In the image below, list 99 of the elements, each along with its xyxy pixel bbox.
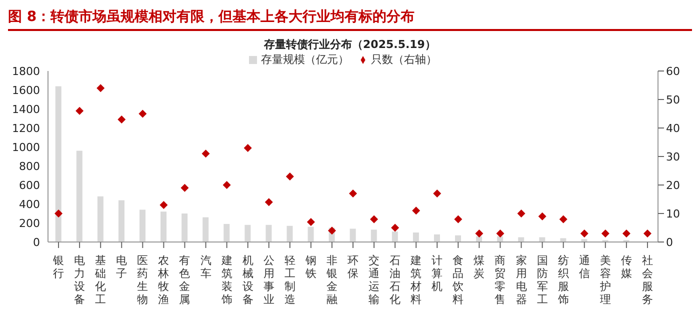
x-tick-label: 建筑材料 — [410, 254, 422, 306]
point — [286, 172, 294, 180]
point — [96, 84, 105, 92]
bar — [97, 196, 104, 242]
y-tick-label: 1800 — [12, 64, 40, 78]
x-tick-label: 建筑装饰 — [220, 254, 232, 306]
bar — [560, 238, 566, 242]
point — [454, 215, 462, 224]
y2-tick-label: 20 — [666, 178, 680, 192]
bar — [160, 212, 167, 242]
y-tick-label: 200 — [19, 216, 40, 230]
bar — [392, 232, 398, 242]
bar — [350, 228, 356, 242]
y-tick-label: 600 — [19, 178, 40, 192]
bar — [412, 232, 419, 242]
y2-tick-label: 10 — [666, 207, 680, 220]
x-tick-label: 美容护理 — [598, 254, 611, 306]
bar — [455, 235, 462, 242]
point — [496, 229, 504, 238]
x-tick-label: 有色金属 — [179, 254, 190, 306]
x-tick-label: 银行 — [52, 254, 64, 280]
x-tick-label: 非银金融 — [325, 254, 338, 306]
x-tick-label: 基础化工 — [94, 254, 106, 306]
y2-tick-label: 50 — [666, 93, 680, 106]
point — [76, 106, 84, 115]
x-tick-label: 纺织服饰 — [556, 254, 569, 306]
point — [222, 181, 231, 189]
x-tick-label: 煤炭 — [474, 254, 485, 280]
y-tick-label: 1600 — [12, 84, 40, 97]
legend-label: 存量规模（亿元） — [261, 53, 349, 66]
x-tick-label: 钢铁 — [304, 254, 316, 280]
bar — [118, 200, 124, 242]
y-tick-label: 1000 — [12, 140, 40, 154]
bar — [266, 224, 272, 242]
y2-tick-label: 60 — [666, 64, 680, 78]
x-tick-label: 食品饮料 — [452, 254, 464, 306]
point — [138, 110, 147, 118]
x-tick-label: 机械设备 — [242, 254, 254, 306]
point — [118, 115, 126, 124]
y-tick-label: 400 — [19, 198, 40, 211]
bar — [55, 86, 62, 242]
point — [202, 150, 210, 158]
x-tick-label: 汽车 — [200, 254, 212, 280]
point — [306, 218, 315, 226]
bar — [308, 226, 314, 242]
y2-tick-label: 30 — [666, 150, 680, 164]
y-tick-label: 0 — [33, 236, 40, 249]
point — [475, 229, 484, 238]
x-tick-label: 环保 — [348, 254, 358, 280]
x-tick-label: 电力设备 — [74, 254, 86, 306]
point — [391, 224, 400, 232]
x-tick-label: 电子 — [116, 254, 128, 280]
x-tick-label: 计算机 — [432, 254, 443, 293]
point — [264, 198, 273, 206]
y2-tick-label: 0 — [666, 236, 673, 249]
x-tick-label: 轻工制造 — [284, 254, 296, 306]
bar — [202, 217, 209, 242]
chart-title: 图 8：转债市场虽规模相对有限，但基本上各大行业均有标的分布 — [8, 8, 692, 31]
point — [54, 210, 63, 218]
x-tick-label: 医药生物 — [137, 254, 148, 306]
x-tick-label: 社会服务 — [642, 254, 653, 306]
x-tick-label: 家用电器 — [516, 254, 527, 306]
bar — [182, 214, 188, 242]
x-tick-label: 公用事业 — [263, 254, 274, 306]
bar — [286, 226, 293, 242]
x-tick-label: 通信 — [578, 254, 590, 280]
y-tick-label: 1200 — [12, 122, 40, 135]
legend-label: 只数（右轴） — [371, 53, 437, 66]
x-tick-label: 商贸零售 — [494, 254, 506, 306]
point — [412, 206, 420, 215]
y-tick-label: 1400 — [12, 102, 40, 116]
bar — [434, 234, 440, 242]
chart-subtitle: 存量转债行业分布（2025.5.19） — [262, 37, 437, 52]
point — [244, 144, 252, 152]
bar — [76, 150, 82, 242]
x-tick-label: 传媒 — [620, 254, 632, 280]
bar — [140, 210, 146, 242]
point — [160, 200, 168, 209]
bar — [244, 224, 251, 242]
y2-tick-label: 40 — [666, 122, 680, 135]
point — [517, 210, 526, 218]
x-tick-label: 国防军工 — [536, 254, 548, 306]
point — [328, 226, 336, 235]
bar — [370, 230, 377, 242]
y-tick-label: 800 — [19, 160, 40, 173]
point — [538, 212, 546, 220]
point — [622, 229, 630, 238]
point — [601, 229, 610, 238]
point — [349, 190, 357, 198]
point — [370, 215, 378, 224]
point — [559, 215, 568, 224]
point — [180, 184, 189, 192]
x-tick-label: 交通运输 — [368, 254, 380, 306]
point — [643, 229, 652, 238]
bar — [224, 224, 230, 242]
x-tick-label: 农林牧渔 — [157, 254, 170, 306]
point — [433, 190, 442, 198]
point — [580, 229, 588, 238]
x-tick-label: 石油石化 — [390, 254, 401, 306]
